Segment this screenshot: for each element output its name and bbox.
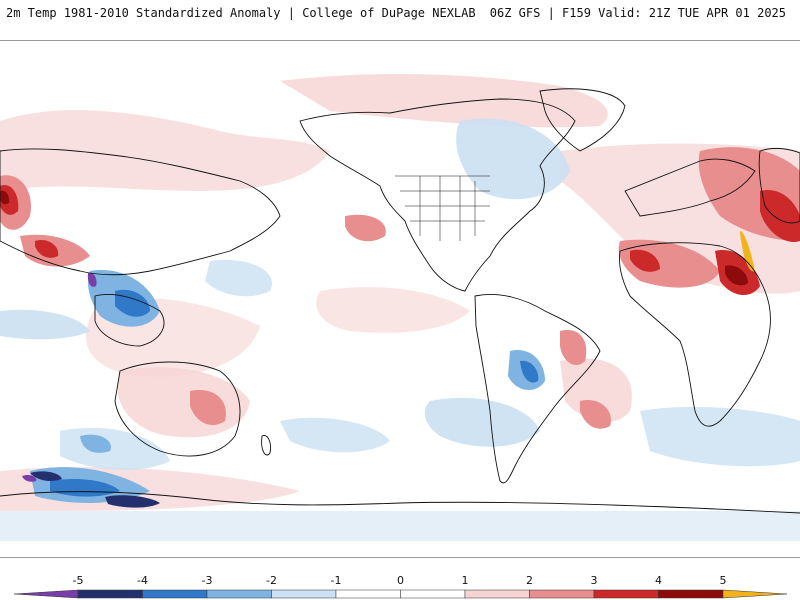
colorbar-segment-2_3 [529, 589, 595, 599]
anomaly-light-blue-region [456, 118, 570, 200]
colorbar-segment-1_2 [464, 589, 530, 599]
anomaly-light-pink-region [117, 367, 250, 438]
colorbar-segment--3_-2 [206, 589, 272, 599]
map-header: 2m Temp 1981-2010 Standardized Anomaly |… [0, 0, 800, 40]
coastline-north-america [299, 98, 576, 292]
coastline-africa [619, 242, 771, 427]
coastline-australia [114, 361, 241, 457]
colorbar-segment-gt5 [722, 589, 788, 599]
colorbar: -5 -4 -3 -2 -1 0 1 2 3 4 5 [0, 560, 800, 600]
anomaly-medium-blue-region [80, 434, 111, 453]
coastline-maritime-asia [94, 294, 165, 347]
model-run-valid-time: 06Z GFS | F159 Valid: 21Z TUE APR 01 202… [489, 6, 786, 20]
anomaly-strong-red-region [35, 240, 59, 258]
colorbar-tick-label: 5 [720, 574, 727, 587]
coastline-greenland [539, 88, 626, 152]
anomaly-purple-region [22, 474, 37, 482]
anomaly-light-blue-region [60, 427, 170, 471]
anomaly-light-blue-region [640, 406, 800, 467]
anomaly-fields [0, 74, 800, 541]
colorbar-tick-label: -4 [137, 574, 148, 587]
colorbar-segment--5_-4 [77, 589, 143, 599]
coastline-asia-east [0, 148, 281, 276]
colorbar-segment--1_0 [335, 589, 401, 599]
anomaly-dark-red-region [725, 265, 748, 286]
colorbar-segment-lt-5 [13, 589, 79, 599]
anomaly-map-svg [0, 74, 800, 541]
coastline-south-america [474, 294, 601, 484]
colorbar-tick-label: 4 [655, 574, 662, 587]
anomaly-map [0, 40, 800, 558]
colorbar-tick-label: 3 [591, 574, 598, 587]
colorbar-tick-label: -2 [266, 574, 277, 587]
anomaly-light-blue-region [0, 511, 800, 541]
us-state-borders [395, 175, 490, 241]
colorbar-tick-label: 0 [397, 574, 404, 587]
anomaly-dark-blue-region [520, 360, 539, 383]
us-state-border-line [395, 175, 490, 241]
anomaly-navy-region [105, 495, 160, 508]
anomaly-light-blue-region [424, 397, 540, 447]
anomaly-purple-region [87, 272, 97, 287]
anomaly-medium-red-region [190, 390, 226, 426]
colorbar-tick-label: -1 [331, 574, 342, 587]
colorbar-tick-label: -5 [73, 574, 84, 587]
anomaly-light-pink-region [560, 358, 632, 422]
anomaly-light-pink-region [316, 287, 470, 333]
colorbar-segment--2_-1 [271, 589, 337, 599]
coastlines [0, 88, 800, 514]
colorbar-tick-label: 1 [462, 574, 469, 587]
coastline-new-zealand [261, 435, 271, 456]
anomaly-medium-red-region [580, 400, 611, 429]
anomaly-navy-region [30, 471, 62, 481]
colorbar-tick-label: 2 [526, 574, 533, 587]
product-title: 2m Temp 1981-2010 Standardized Anomaly |… [6, 6, 476, 20]
anomaly-light-blue-region [205, 260, 272, 297]
anomaly-dark-red-region [0, 190, 10, 205]
anomaly-yellow-region [740, 231, 755, 272]
anomaly-light-blue-region [280, 417, 390, 453]
anomaly-strong-red-region [760, 190, 800, 242]
anomaly-medium-red-region [560, 330, 587, 366]
colorbar-segment-3_4 [593, 589, 659, 599]
colorbar-segment--4_-3 [142, 589, 208, 599]
colorbar-tick-label: -3 [202, 574, 213, 587]
anomaly-strong-red-region [630, 249, 660, 272]
coastline-asia-west [758, 147, 800, 224]
colorbar-segment-0_1 [400, 589, 466, 599]
anomaly-medium-red-region [345, 214, 386, 242]
coastline-antarctica [0, 491, 800, 514]
colorbar-segment-4_5 [658, 589, 724, 599]
anomaly-light-pink-region [0, 110, 330, 191]
coastline-europe [624, 158, 756, 217]
colorbar-svg: -5 -4 -3 -2 -1 0 1 2 3 4 5 [13, 574, 788, 599]
anomaly-light-blue-region [0, 309, 90, 340]
anomaly-light-pink-region [280, 74, 608, 128]
